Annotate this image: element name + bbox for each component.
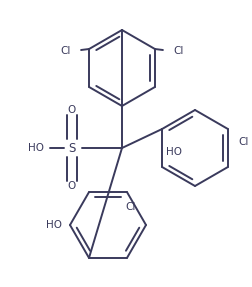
Text: HO: HO [46, 220, 62, 230]
Text: S: S [68, 141, 76, 154]
Text: Cl: Cl [126, 202, 136, 212]
Text: Cl: Cl [173, 46, 183, 56]
Text: Cl: Cl [238, 137, 248, 147]
Text: HO: HO [166, 147, 182, 157]
Text: O: O [68, 105, 76, 115]
Text: HO: HO [28, 143, 44, 153]
Text: Cl: Cl [61, 46, 71, 56]
Text: O: O [68, 181, 76, 191]
